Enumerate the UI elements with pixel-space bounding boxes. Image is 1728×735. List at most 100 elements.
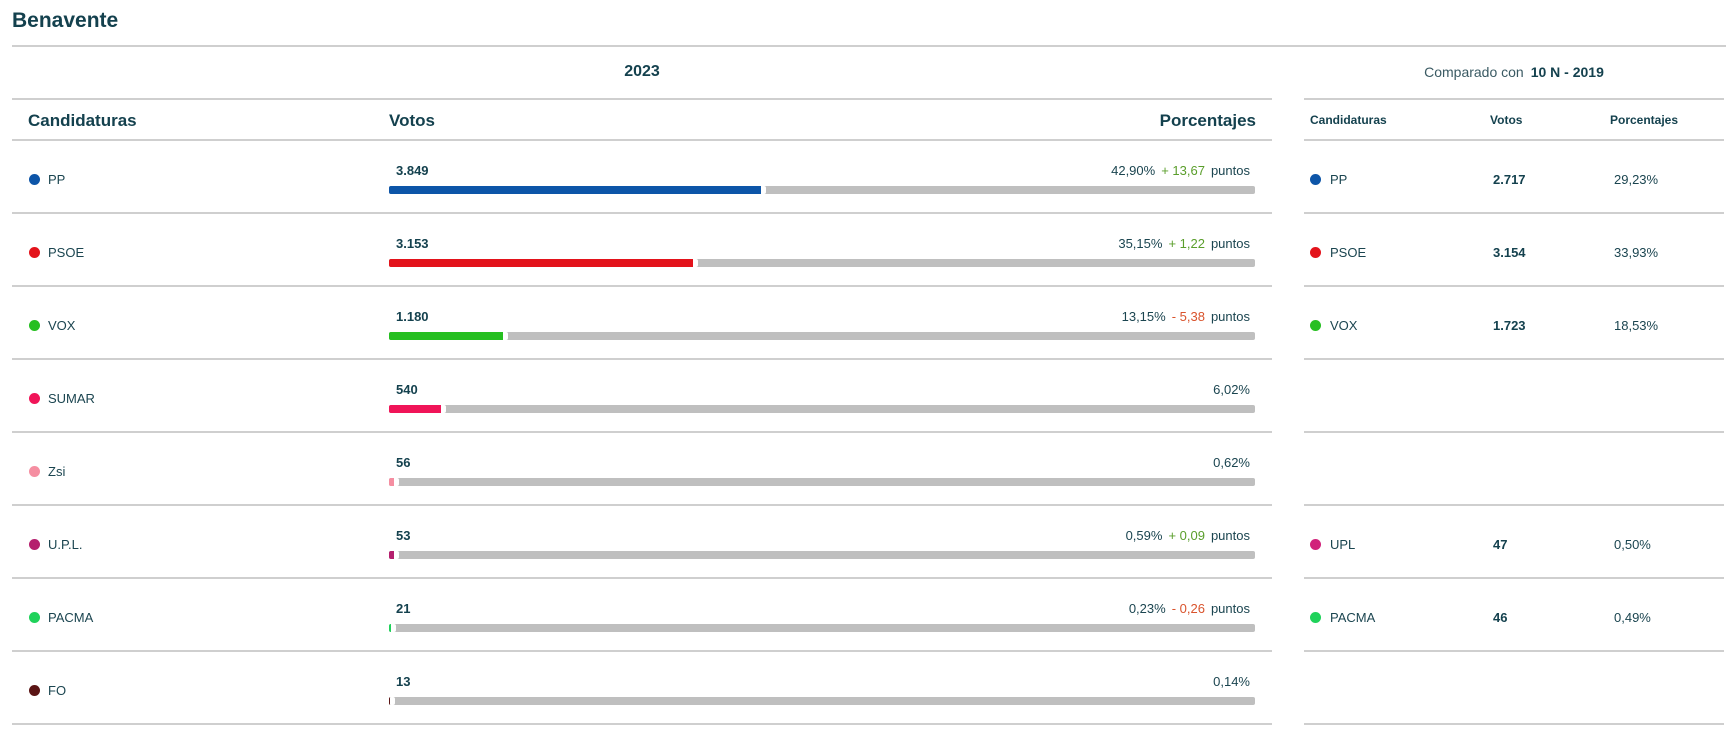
percentage-group: 0,62%	[1213, 455, 1250, 470]
party-name: PP	[48, 172, 66, 187]
percentage-value: 0,23%	[1128, 601, 1166, 616]
year-heading: 2023	[12, 46, 1272, 100]
comparison-row: VOX 1.723 18,53%	[1304, 287, 1724, 360]
party-color-dot	[29, 320, 40, 331]
title-divider	[12, 45, 1726, 47]
party-color-dot	[29, 539, 40, 550]
page-title: Benavente	[12, 9, 119, 32]
points-label: puntos	[1210, 601, 1250, 616]
percentage-change: + 1,22	[1168, 236, 1205, 251]
vote-count: 3.154	[1493, 245, 1526, 260]
percentage-value: 35,15%	[1118, 236, 1163, 251]
comparison-rows: PP 2.717 29,23% PSOE 3.154 33,93% VOX 1.723 18,5…	[1304, 141, 1724, 725]
party-color-dot	[29, 466, 40, 477]
party-color-dot	[1310, 174, 1321, 185]
vote-share-bar	[389, 259, 1255, 267]
percentage-value: 0,49%	[1614, 610, 1651, 625]
vote-count: 2.717	[1493, 172, 1526, 187]
party-color-dot	[1310, 539, 1321, 550]
percentage-group: 6,02%	[1213, 382, 1250, 397]
vote-share-fill	[389, 259, 699, 267]
result-row: PP 3.849 42,90% + 13,67 puntos	[12, 141, 1272, 214]
percentage-value: 29,23%	[1614, 172, 1659, 187]
party-color-dot	[29, 247, 40, 258]
vote-share-bar	[389, 624, 1255, 632]
vote-count: 1.180	[396, 309, 429, 324]
header-votos: Votos	[389, 111, 435, 130]
party-name: PSOE	[48, 245, 85, 260]
vote-count: 540	[396, 382, 418, 397]
points-label: puntos	[1210, 309, 1250, 324]
party-color-dot	[29, 174, 40, 185]
comparison-election: 10 N - 2019	[1530, 64, 1604, 80]
percentage-group: 0,14%	[1213, 674, 1250, 689]
vote-share-fill	[389, 186, 766, 194]
comparison-heading: Comparado con 10 N - 2019	[1304, 46, 1724, 100]
vote-share-bar	[389, 478, 1255, 486]
party-color-dot	[29, 685, 40, 696]
vote-count: 47	[1493, 537, 1508, 552]
party-name: SUMAR	[48, 391, 95, 406]
vote-share-fill	[389, 478, 400, 486]
party-color-dot	[1310, 247, 1321, 258]
percentage-change: + 13,67	[1161, 163, 1205, 178]
vote-share-fill	[389, 624, 396, 632]
comparison-table-2019: Comparado con 10 N - 2019 Candidaturas V…	[1304, 46, 1724, 725]
percentage-change: + 0,09	[1168, 528, 1205, 543]
percentage-value: 18,53%	[1614, 318, 1659, 333]
cmp-header-votos: Votos	[1490, 113, 1523, 127]
party-name: U.P.L.	[48, 537, 83, 552]
points-label: puntos	[1210, 163, 1250, 178]
results-table-2023: 2023 Candidaturas Votos Porcentajes PP 3.…	[12, 46, 1272, 725]
party-name: PP	[1330, 172, 1348, 187]
cmp-header-porcentajes: Porcentajes	[1610, 113, 1679, 127]
comparison-row: PACMA 46 0,49%	[1304, 579, 1724, 652]
vote-count: 21	[396, 601, 411, 616]
header-candidaturas: Candidaturas	[28, 111, 137, 130]
cmp-header-candidaturas: Candidaturas	[1310, 113, 1387, 127]
percentage-value: 0,59%	[1125, 528, 1163, 543]
percentage-change: - 5,38	[1171, 309, 1205, 324]
vote-share-fill	[389, 697, 396, 705]
percentage-group: 0,59% + 0,09 puntos	[1126, 528, 1250, 543]
party-name: PSOE	[1330, 245, 1367, 260]
points-label: puntos	[1210, 236, 1250, 251]
header-porcentajes: Porcentajes	[1159, 111, 1256, 130]
percentage-value: 0,62%	[1213, 455, 1250, 470]
party-name: VOX	[48, 318, 76, 333]
comparison-row	[1304, 360, 1724, 433]
party-name: UPL	[1330, 537, 1356, 552]
percentage-value: 13,15%	[1121, 309, 1166, 324]
vote-share-bar	[389, 551, 1255, 559]
party-color-dot	[29, 393, 40, 404]
party-color-dot	[29, 612, 40, 623]
percentage-group: 13,15% - 5,38 puntos	[1122, 309, 1250, 324]
result-row: VOX 1.180 13,15% - 5,38 puntos	[12, 287, 1272, 360]
vote-count: 3.849	[396, 163, 429, 178]
percentage-value: 0,14%	[1213, 674, 1250, 689]
points-label: puntos	[1210, 528, 1250, 543]
percentage-group: 42,90% + 13,67 puntos	[1111, 163, 1250, 178]
results-header-row: Candidaturas Votos Porcentajes	[12, 100, 1272, 141]
vote-share-fill	[389, 405, 447, 413]
vote-count: 3.153	[396, 236, 429, 251]
result-row: Zsi 56 0,62%	[12, 433, 1272, 506]
vote-count: 56	[396, 455, 411, 470]
comparison-header-row: Candidaturas Votos Porcentajes	[1304, 100, 1724, 141]
vote-share-bar	[389, 186, 1255, 194]
percentage-value: 0,50%	[1614, 537, 1651, 552]
percentage-group: 0,23% - 0,26 puntos	[1129, 601, 1250, 616]
comparison-label: Comparado con	[1424, 64, 1524, 80]
results-rows: PP 3.849 42,90% + 13,67 puntos PSOE 3.153 35,15…	[12, 141, 1272, 725]
vote-count: 13	[396, 674, 411, 689]
result-row: U.P.L. 53 0,59% + 0,09 puntos	[12, 506, 1272, 579]
party-name: PACMA	[48, 610, 94, 625]
comparison-row: PSOE 3.154 33,93%	[1304, 214, 1724, 287]
comparison-row	[1304, 652, 1724, 725]
vote-share-fill	[389, 551, 400, 559]
party-name: Zsi	[48, 464, 66, 479]
vote-count: 53	[396, 528, 411, 543]
vote-count: 1.723	[1493, 318, 1526, 333]
vote-share-fill	[389, 332, 508, 340]
party-name: VOX	[1330, 318, 1358, 333]
